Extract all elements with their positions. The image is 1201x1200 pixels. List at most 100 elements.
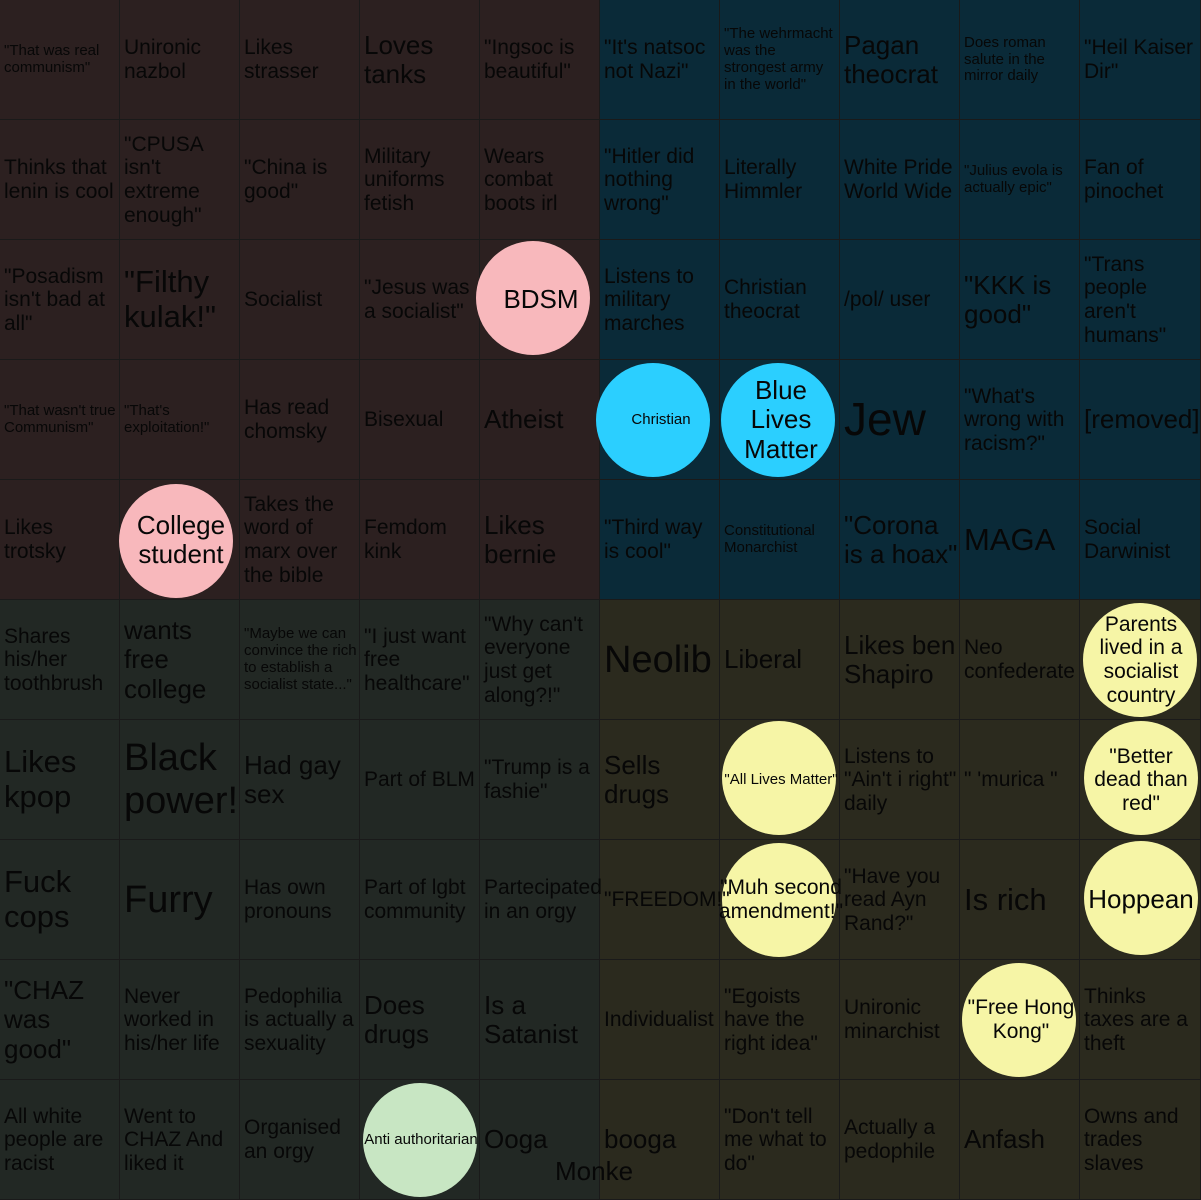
bingo-cell[interactable] xyxy=(960,240,1080,360)
bingo-cell[interactable] xyxy=(600,840,720,960)
bingo-cell-label: "CHAZ was good" xyxy=(4,975,85,1064)
bingo-cell[interactable] xyxy=(120,840,240,960)
bingo-cell[interactable] xyxy=(0,960,120,1080)
bingo-cell[interactable] xyxy=(720,480,840,600)
bingo-cell[interactable] xyxy=(120,240,240,360)
bingo-cell[interactable] xyxy=(120,480,240,600)
bingo-cell[interactable] xyxy=(840,600,960,720)
bingo-cell-label: Had gay sex xyxy=(244,749,341,809)
bingo-cell[interactable] xyxy=(960,840,1080,960)
bingo-cell[interactable] xyxy=(120,0,240,120)
bingo-cell-label: "Posadism isn't bad at all" xyxy=(4,264,105,335)
bingo-cell[interactable] xyxy=(360,960,480,1080)
bingo-cell[interactable] xyxy=(360,0,480,120)
bingo-cell[interactable] xyxy=(840,720,960,840)
bingo-cell[interactable] xyxy=(960,480,1080,600)
bingo-cell[interactable] xyxy=(360,360,480,480)
bingo-cell[interactable] xyxy=(240,120,360,240)
bingo-cell[interactable] xyxy=(240,600,360,720)
bingo-cell[interactable] xyxy=(120,720,240,840)
bingo-cell[interactable] xyxy=(840,960,960,1080)
bingo-cell-label: Unironic nazbol xyxy=(124,36,202,83)
bingo-cell[interactable] xyxy=(960,360,1080,480)
bingo-cell-label: " 'murica " xyxy=(964,768,1058,792)
bingo-cell-label: Has own pronouns xyxy=(244,876,332,923)
marked-stamp xyxy=(722,843,836,957)
bingo-cell[interactable] xyxy=(960,720,1080,840)
bingo-cell[interactable] xyxy=(0,600,120,720)
bingo-cell[interactable] xyxy=(120,960,240,1080)
bingo-cell[interactable] xyxy=(720,600,840,720)
bingo-cell[interactable] xyxy=(960,960,1080,1080)
bingo-cell[interactable] xyxy=(120,360,240,480)
overflow-label: Monke xyxy=(555,1156,634,1186)
bingo-cell[interactable] xyxy=(960,0,1080,120)
bingo-cell[interactable] xyxy=(600,720,720,840)
bingo-cell-label: Loves tanks xyxy=(364,29,434,89)
bingo-cell[interactable] xyxy=(240,960,360,1080)
bingo-cell[interactable] xyxy=(720,960,840,1080)
bingo-cell[interactable] xyxy=(240,240,360,360)
bingo-cell-label: "FREEDOM!" xyxy=(604,888,730,912)
bingo-cell[interactable] xyxy=(840,240,960,360)
bingo-cell-label: Likes kpop xyxy=(4,744,77,814)
bingo-cell[interactable] xyxy=(840,840,960,960)
bingo-cell[interactable] xyxy=(0,840,120,960)
bingo-cell[interactable] xyxy=(480,600,600,720)
bingo-cell[interactable] xyxy=(600,360,720,480)
bingo-cell[interactable] xyxy=(720,720,840,840)
bingo-cell[interactable] xyxy=(480,840,600,960)
bingo-cell[interactable] xyxy=(840,0,960,120)
bingo-cell[interactable] xyxy=(120,600,240,720)
bingo-cell[interactable] xyxy=(240,720,360,840)
bingo-cell[interactable] xyxy=(960,120,1080,240)
bingo-cell[interactable] xyxy=(360,600,480,720)
bingo-cell[interactable] xyxy=(480,240,600,360)
bingo-cell[interactable] xyxy=(600,120,720,240)
bingo-cell-label: Pagan theocrat xyxy=(844,29,938,89)
bingo-cell[interactable] xyxy=(360,840,480,960)
bingo-cell-label: "KKK is good" xyxy=(964,269,1052,329)
bingo-cell[interactable] xyxy=(480,720,600,840)
bingo-cell[interactable] xyxy=(600,960,720,1080)
bingo-cell[interactable] xyxy=(0,0,120,120)
bingo-cell-label: "Hitler did nothing wrong" xyxy=(604,144,695,215)
bingo-cell[interactable] xyxy=(240,840,360,960)
bingo-cell[interactable] xyxy=(720,360,840,480)
bingo-cell[interactable] xyxy=(960,600,1080,720)
bingo-cell[interactable] xyxy=(840,360,960,480)
bingo-cell[interactable] xyxy=(480,0,600,120)
bingo-cell[interactable] xyxy=(480,120,600,240)
bingo-cell-label: Fan of pinochet xyxy=(1084,156,1164,203)
bingo-cell[interactable] xyxy=(360,720,480,840)
bingo-cell[interactable] xyxy=(0,720,120,840)
bingo-cell[interactable] xyxy=(480,960,600,1080)
bingo-cell[interactable] xyxy=(720,120,840,240)
bingo-cell[interactable] xyxy=(240,0,360,120)
bingo-cell[interactable] xyxy=(360,120,480,240)
bingo-cell-label: Partecipated in an orgy xyxy=(484,876,602,923)
bingo-cell[interactable] xyxy=(840,480,960,600)
bingo-cell-label: Has read chomsky xyxy=(244,396,330,443)
bingo-cell[interactable] xyxy=(600,600,720,720)
bingo-cell-label: "CPUSA isn't extreme enough" xyxy=(124,132,203,227)
bingo-cell[interactable] xyxy=(0,120,120,240)
bingo-cell[interactable] xyxy=(720,0,840,120)
bingo-cell[interactable] xyxy=(600,480,720,600)
bingo-cell[interactable] xyxy=(480,480,600,600)
bingo-cell[interactable] xyxy=(240,480,360,600)
marked-stamp xyxy=(1084,841,1198,955)
bingo-cell[interactable] xyxy=(840,120,960,240)
bingo-cell[interactable] xyxy=(0,240,120,360)
bingo-cell[interactable] xyxy=(0,360,120,480)
bingo-cell[interactable] xyxy=(600,240,720,360)
quadrant-lib-left xyxy=(0,600,600,1200)
bingo-cell[interactable] xyxy=(240,360,360,480)
bingo-cell[interactable] xyxy=(120,120,240,240)
bingo-cell[interactable] xyxy=(600,0,720,120)
bingo-cell[interactable] xyxy=(720,840,840,960)
bingo-cell[interactable] xyxy=(720,240,840,360)
bingo-cell-label: Liberal xyxy=(724,644,803,675)
bingo-cell[interactable] xyxy=(360,480,480,600)
quadrant-auth-right xyxy=(600,0,1201,600)
